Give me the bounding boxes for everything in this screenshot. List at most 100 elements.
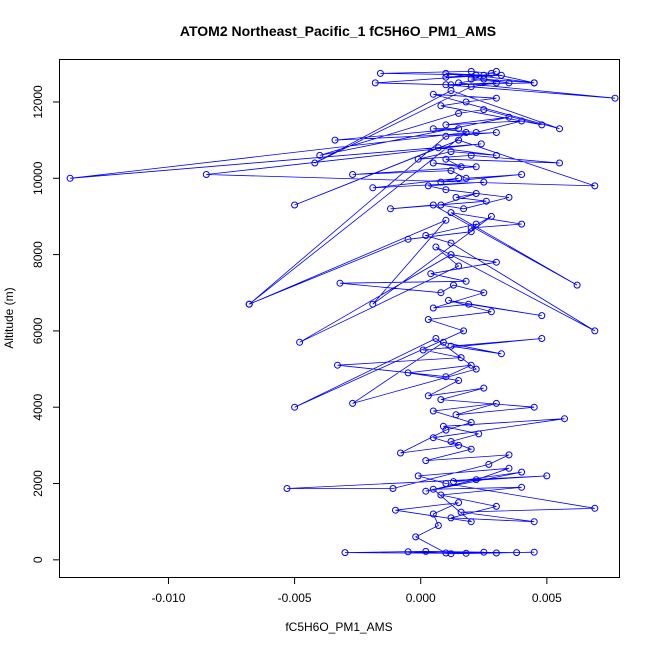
data-point	[369, 184, 377, 192]
data-point	[442, 426, 450, 434]
data-point	[518, 483, 526, 491]
data-point	[467, 518, 475, 526]
x-axis: -0.010 -0.005 0.000 0.005	[151, 577, 562, 605]
data-point	[467, 224, 475, 232]
data-point	[480, 106, 488, 114]
data-point	[316, 151, 324, 159]
data-point	[467, 83, 475, 91]
data-point	[518, 117, 526, 125]
data-point	[480, 384, 488, 392]
data-point	[591, 182, 599, 190]
data-point	[472, 365, 480, 373]
data-point	[462, 277, 470, 285]
data-point	[422, 232, 430, 239]
data-point	[424, 316, 432, 323]
data-point	[429, 125, 437, 133]
data-point	[472, 129, 480, 136]
data-point	[472, 71, 480, 79]
y-tick-label: 6000	[31, 317, 45, 344]
data-point	[414, 472, 422, 480]
data-point	[392, 506, 399, 514]
data-point	[518, 171, 526, 178]
data-point	[437, 491, 445, 499]
data-point	[518, 468, 526, 476]
data-point	[487, 308, 495, 316]
data-point	[465, 300, 473, 308]
data-point	[419, 346, 427, 354]
data-point	[513, 549, 521, 557]
data-point	[429, 510, 437, 518]
data-point	[530, 403, 538, 411]
data-point	[404, 548, 412, 556]
data-point	[429, 304, 437, 312]
data-point	[455, 109, 463, 117]
data-point	[437, 396, 445, 404]
data-point	[480, 75, 488, 83]
data-point	[455, 79, 463, 87]
data-point	[422, 457, 430, 465]
data-point	[447, 342, 455, 350]
data-point	[296, 338, 304, 346]
data-point	[530, 548, 538, 556]
data-point	[442, 81, 450, 89]
data-point	[437, 201, 445, 209]
data-point	[445, 296, 452, 304]
data-point	[467, 228, 475, 236]
data-point	[492, 67, 500, 75]
data-point	[442, 73, 450, 81]
data-point	[437, 178, 445, 186]
data-point	[492, 79, 500, 87]
data-point	[349, 399, 357, 407]
x-tick-label: 0.000	[406, 591, 436, 605]
series-line	[70, 70, 616, 555]
x-tick-label: 0.005	[532, 591, 562, 605]
data-point	[457, 163, 465, 171]
data-point	[472, 220, 480, 228]
data-point	[530, 518, 538, 526]
data-point	[530, 79, 538, 87]
data-point	[414, 155, 422, 163]
data-point	[429, 407, 437, 415]
data-point	[447, 514, 455, 522]
data-point	[462, 174, 470, 182]
data-point	[538, 121, 546, 129]
y-tick-label: 8000	[31, 241, 45, 268]
data-point	[452, 411, 460, 419]
data-point	[442, 121, 450, 129]
data-point	[447, 438, 455, 445]
data-point	[447, 148, 455, 156]
data-point	[462, 98, 470, 106]
data-point	[442, 186, 450, 194]
data-point	[492, 549, 500, 557]
data-point	[442, 216, 450, 224]
data-point	[561, 415, 568, 423]
y-tick-label: 2000	[31, 470, 45, 497]
data-point	[492, 94, 500, 102]
data-point	[475, 430, 483, 438]
data-point	[245, 300, 253, 308]
data-point	[447, 239, 455, 247]
x-tick-label: -0.010	[151, 591, 185, 605]
data-point	[432, 243, 440, 251]
data-point	[472, 163, 480, 171]
data-point	[497, 350, 505, 358]
data-point	[422, 487, 430, 495]
data-point	[480, 178, 488, 186]
data-point	[462, 549, 470, 557]
data-point	[311, 159, 319, 167]
data-point	[460, 327, 468, 335]
data-point	[505, 193, 513, 201]
data-point	[447, 209, 455, 217]
data-point	[467, 67, 475, 75]
data-point	[349, 171, 357, 178]
data-point	[66, 174, 74, 182]
data-point	[291, 201, 299, 209]
data-point	[429, 485, 437, 493]
data-point	[369, 300, 377, 308]
data-point	[429, 90, 437, 98]
data-point	[591, 327, 599, 335]
data-point	[452, 193, 460, 201]
data-point	[538, 335, 546, 342]
